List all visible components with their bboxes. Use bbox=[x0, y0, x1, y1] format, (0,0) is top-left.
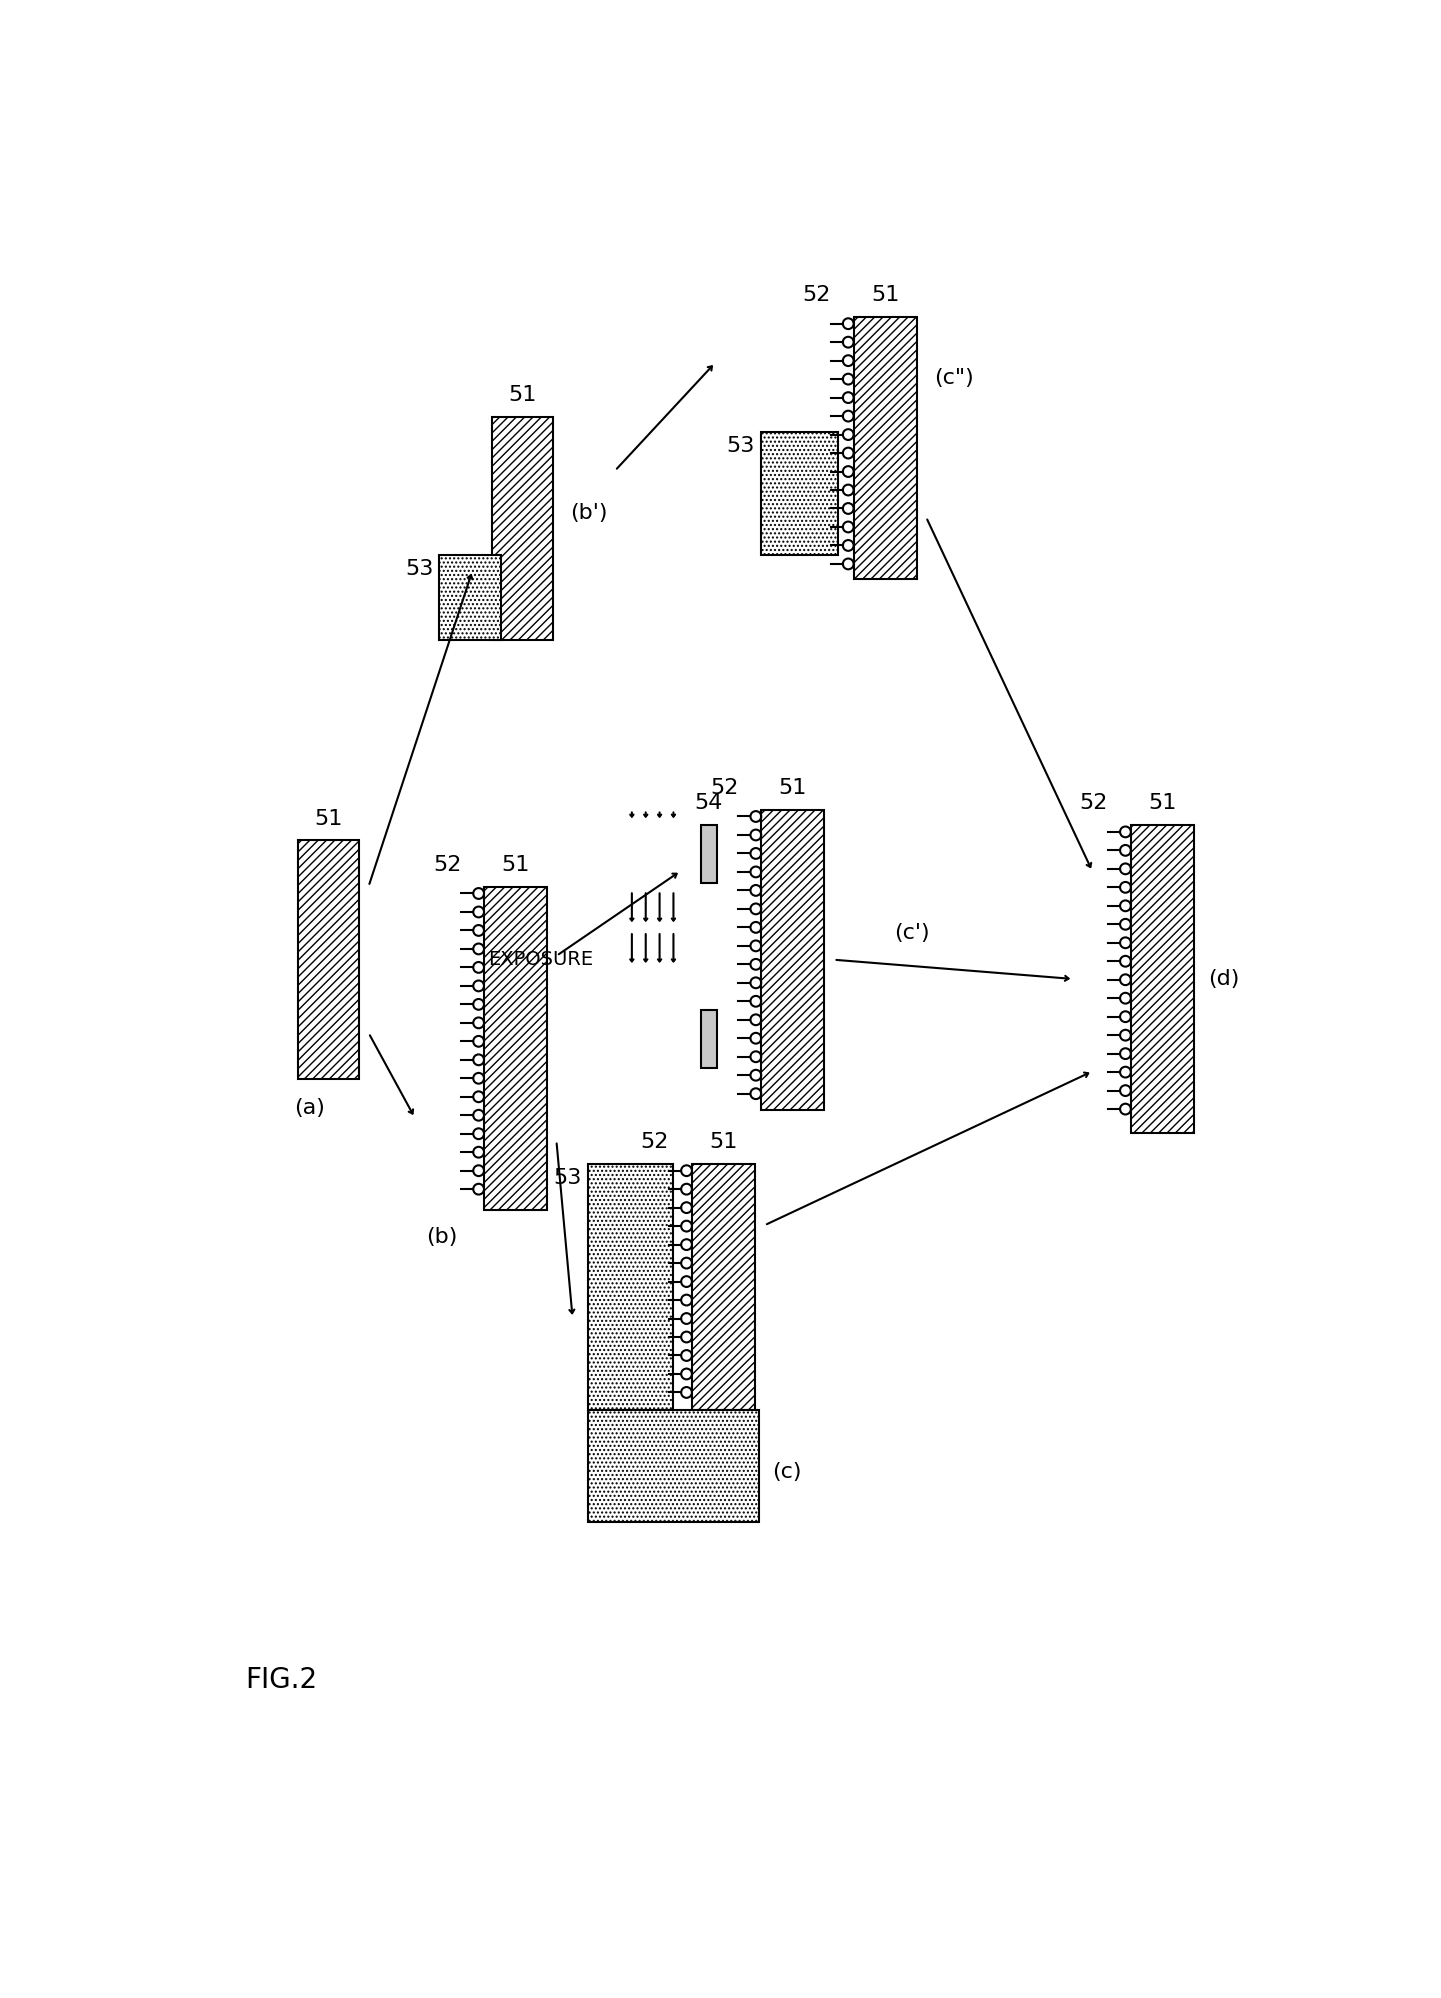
Text: 53: 53 bbox=[553, 1167, 582, 1187]
Text: 52: 52 bbox=[1079, 793, 1108, 813]
Text: (c"): (c") bbox=[934, 368, 974, 388]
Bar bbox=[588, 1411, 759, 1522]
Text: 52: 52 bbox=[803, 286, 831, 306]
Text: 53: 53 bbox=[405, 559, 434, 579]
Bar bbox=[491, 418, 553, 639]
Text: (b): (b) bbox=[427, 1227, 458, 1247]
Bar bbox=[702, 1009, 716, 1067]
Text: 51: 51 bbox=[314, 809, 343, 829]
Text: 51: 51 bbox=[509, 386, 536, 406]
Text: 52: 52 bbox=[641, 1133, 669, 1153]
Bar bbox=[853, 318, 916, 579]
Text: (c'): (c') bbox=[893, 923, 929, 943]
Text: (c): (c) bbox=[772, 1463, 801, 1483]
Text: (b'): (b') bbox=[571, 503, 608, 523]
Bar bbox=[588, 1163, 673, 1411]
Text: 52: 52 bbox=[710, 777, 738, 797]
Text: (a): (a) bbox=[294, 1099, 324, 1119]
Text: EXPOSURE: EXPOSURE bbox=[488, 951, 594, 969]
Text: 51: 51 bbox=[778, 777, 807, 797]
Text: 53: 53 bbox=[726, 436, 755, 456]
Bar bbox=[702, 825, 716, 883]
Bar bbox=[298, 841, 359, 1079]
Text: FIG.2: FIG.2 bbox=[245, 1666, 317, 1694]
Text: 51: 51 bbox=[501, 855, 530, 875]
Text: 51: 51 bbox=[870, 286, 899, 306]
Text: 51: 51 bbox=[1148, 793, 1177, 813]
Text: (d): (d) bbox=[1208, 969, 1239, 989]
Bar bbox=[692, 1163, 755, 1411]
Bar bbox=[440, 555, 501, 639]
Bar bbox=[761, 809, 824, 1109]
Bar bbox=[1131, 825, 1195, 1133]
Text: 51: 51 bbox=[709, 1133, 738, 1153]
Text: 52: 52 bbox=[432, 855, 461, 875]
Bar bbox=[761, 432, 839, 555]
Bar bbox=[484, 887, 548, 1211]
Text: 54: 54 bbox=[695, 793, 723, 813]
